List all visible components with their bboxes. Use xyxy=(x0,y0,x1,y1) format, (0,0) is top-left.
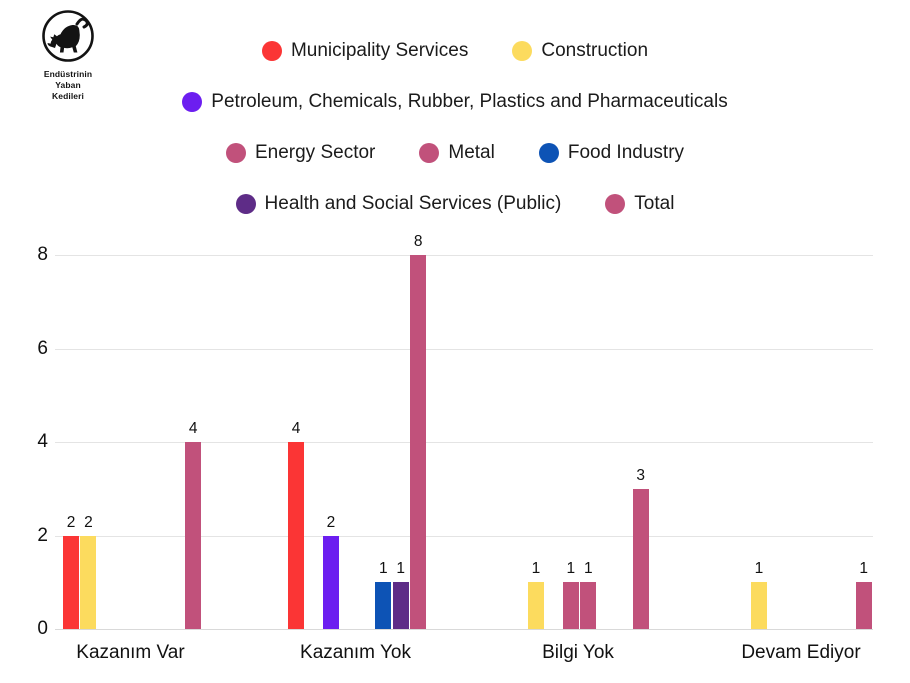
bar-bilgi-yok-metal xyxy=(580,582,597,629)
bar-value-label: 1 xyxy=(396,560,405,578)
bar-value-label: 3 xyxy=(636,466,645,484)
bar-value-label: 1 xyxy=(859,560,868,578)
legend-item-petroleum-chemicals-rubber-plastics-and-pharmaceuticals: Petroleum, Chemicals, Rubber, Plastics a… xyxy=(182,90,728,113)
bar-devam-ediyor-construction xyxy=(750,582,767,629)
bar-value-label: 1 xyxy=(378,560,388,578)
gridline xyxy=(55,535,873,537)
bar-value-label: 2 xyxy=(326,513,336,531)
legend-label: Petroleum, Chemicals, Rubber, Plastics a… xyxy=(211,90,728,112)
legend-swatch-icon xyxy=(182,91,203,112)
x-category-label-devam-ediyor: Devam Ediyor xyxy=(741,642,861,663)
legend-item-construction: Construction xyxy=(512,40,648,62)
legend-item-municipality-services: Municipality Services xyxy=(261,39,469,62)
legend-label: Health and Social Services (Public) xyxy=(264,192,562,214)
legend-swatch-icon xyxy=(605,193,626,214)
logo-text-line1: Endüstrinin xyxy=(43,69,93,79)
legend-item-total: Total xyxy=(605,193,674,215)
x-axis-baseline xyxy=(55,629,873,630)
black-cat-icon xyxy=(42,10,94,62)
legend-row: Health and Social Services (Public) Total xyxy=(0,178,910,229)
legend-item-energy-sector: Energy Sector xyxy=(225,141,376,164)
bar-value-label: 1 xyxy=(531,560,541,578)
legend-swatch-icon xyxy=(419,142,440,163)
gridline xyxy=(55,255,873,256)
gridline xyxy=(55,348,873,350)
legend-row: Energy Sector Metal Food Industry xyxy=(0,127,910,178)
legend-label: Total xyxy=(634,192,675,214)
logo-text-line3: Kedileri xyxy=(52,91,84,102)
legend-row: Petroleum, Chemicals, Rubber, Plastics a… xyxy=(0,76,910,127)
bar-value-label: 1 xyxy=(566,560,576,578)
bar-value-label: 4 xyxy=(291,420,301,437)
bar-kazan-m-yok-health-and-social-services-public xyxy=(392,582,409,629)
legend-row: Municipality Services Construction xyxy=(0,25,910,76)
bar-kazan-m-var-construction xyxy=(80,535,97,629)
y-axis-tick-label: 6 xyxy=(37,337,48,359)
bar-value-label: 1 xyxy=(754,560,764,578)
bar-value-label: 1 xyxy=(583,560,593,578)
legend-label: Food Industry xyxy=(567,141,685,163)
bar-kazan-m-yok-municipality-services xyxy=(288,442,304,629)
legend-label: Construction xyxy=(541,39,649,61)
x-category-label-kazan-m-yok: Kazanım Yok xyxy=(300,642,411,663)
x-category-label-bilgi-yok: Bilgi Yok xyxy=(542,642,614,663)
bar-value-label: 2 xyxy=(66,513,76,531)
legend-swatch-icon xyxy=(225,142,246,163)
legend-item-health-and-social-services-public: Health and Social Services (Public) xyxy=(235,192,562,215)
gridline xyxy=(55,442,873,443)
bar-value-label: 8 xyxy=(413,233,423,250)
bar-kazan-m-var-total xyxy=(185,442,202,629)
y-axis-tick-label: 2 xyxy=(37,524,48,546)
bar-bilgi-yok-energy-sector xyxy=(562,582,579,629)
y-axis-tick-label: 8 xyxy=(37,244,48,265)
legend-item-food-industry: Food Industry xyxy=(538,141,685,164)
legend-label: Municipality Services xyxy=(290,39,469,61)
chart-legend: Municipality Services Construction Petrole… xyxy=(0,25,910,229)
x-category-label-kazan-m-var: Kazanım Var xyxy=(76,642,185,663)
y-axis-tick-label: 4 xyxy=(37,431,48,452)
legend-swatch-icon xyxy=(235,193,256,214)
bar-value-label: 4 xyxy=(188,420,198,437)
bar-value-label: 2 xyxy=(84,513,93,531)
y-axis-tick-label: 0 xyxy=(37,618,48,639)
bar-kazan-m-var-municipality-services xyxy=(63,535,79,629)
legend-swatch-icon xyxy=(512,40,533,61)
legend-swatch-icon xyxy=(538,142,559,163)
legend-label: Metal xyxy=(448,141,495,163)
logo-text-line2: Yaban xyxy=(55,80,81,91)
bar-kazan-m-yok-petroleum-chemicals-rubber-plastics-and-pharmaceuticals xyxy=(322,535,339,629)
bar-kazan-m-yok-total xyxy=(410,255,427,629)
bar-bilgi-yok-total xyxy=(632,488,649,629)
logo: Endüstrinin Yaban Kedileri xyxy=(25,8,111,102)
legend-item-metal: Metal xyxy=(419,141,495,164)
legend-swatch-icon xyxy=(261,40,282,61)
bar-devam-ediyor-total xyxy=(855,582,872,629)
bar-kazan-m-yok-food-industry xyxy=(375,582,392,629)
bar-bilgi-yok-construction xyxy=(527,582,544,629)
legend-label: Energy Sector xyxy=(254,141,376,163)
